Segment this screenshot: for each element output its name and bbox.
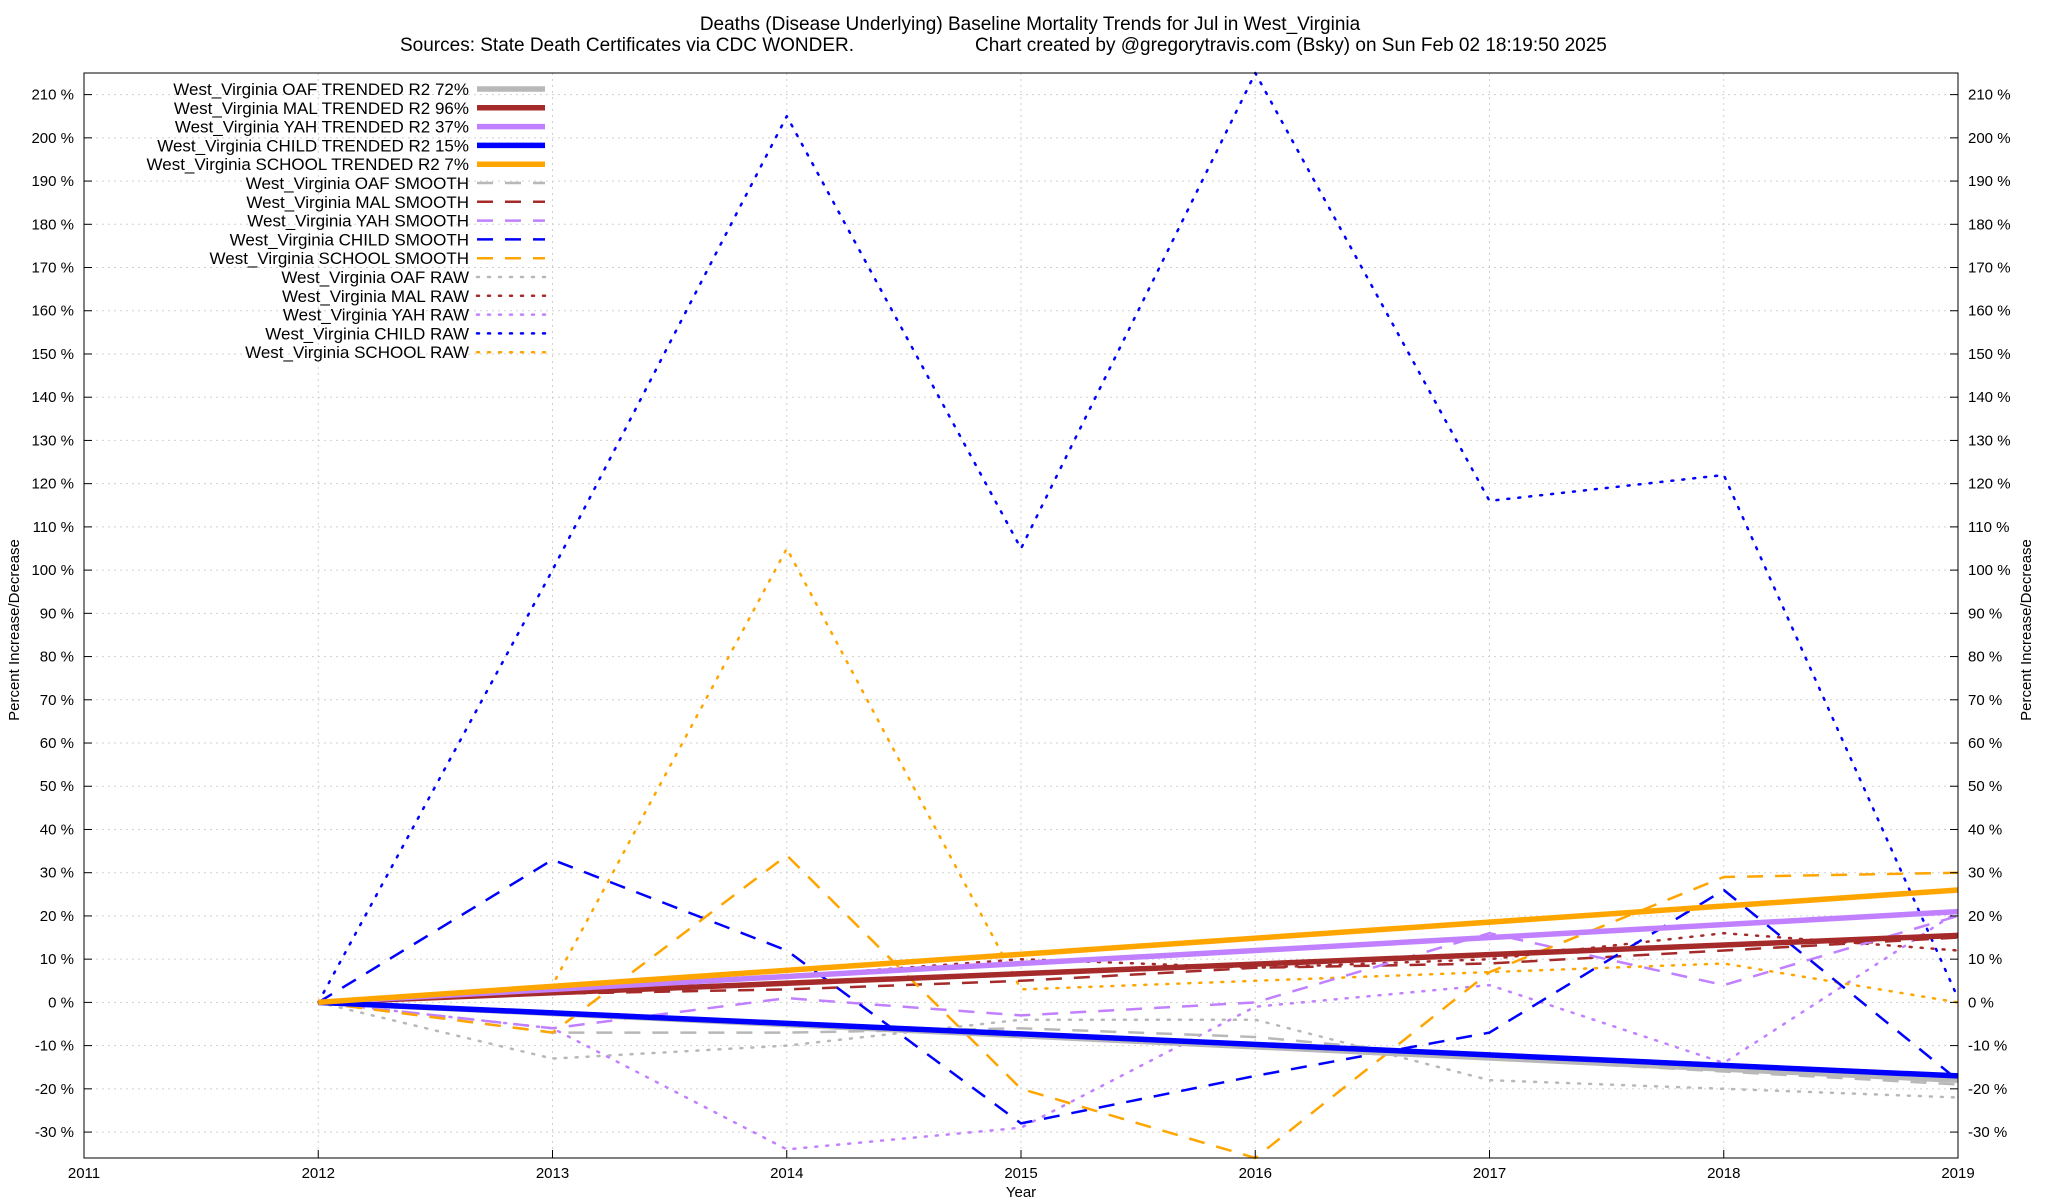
y-tick-label-left: 130 % [31, 432, 74, 449]
series-line-west-virginia-child-trended-r2-15 [318, 999, 1959, 1079]
legend-label: West_Virginia YAH SMOOTH [247, 212, 469, 231]
y-tick-label-left: 80 % [40, 649, 74, 666]
y-tick-label-right: 90 % [1968, 605, 2002, 622]
chart-subtitle-credit: Chart created by @gregorytravis.com (Bsk… [975, 35, 1607, 56]
y-tick-label-right: 180 % [1968, 216, 2011, 233]
y-axis-label-right: Percent Increase/Decrease [2018, 539, 2035, 721]
legend-label: West_Virginia MAL SMOOTH [246, 193, 469, 212]
y-tick-label-right: 100 % [1968, 562, 2011, 579]
y-tick-label-left: 70 % [40, 692, 74, 709]
y-tick-label-left: -10 % [35, 1038, 74, 1055]
legend-label: West_Virginia SCHOOL SMOOTH [210, 249, 469, 268]
series-line-west-virginia-mal-smooth [318, 936, 1959, 1004]
y-tick-label-right: 30 % [1968, 865, 2002, 882]
y-tick-label-right: 20 % [1968, 908, 2002, 925]
y-tick-label-right: 130 % [1968, 432, 2011, 449]
y-tick-label-right: 190 % [1968, 173, 2011, 190]
legend-label: West_Virginia MAL RAW [282, 287, 469, 306]
y-tick-label-left: 160 % [31, 303, 74, 320]
series-line-west-virginia-child-smooth [317, 858, 1959, 1125]
y-axis-label-left: Percent Increase/Decrease [6, 539, 23, 721]
chart-subtitle-sources: Sources: State Death Certificates via CD… [400, 35, 854, 56]
y-tick-label-right: 150 % [1968, 346, 2011, 363]
y-tick-label-left: -30 % [35, 1124, 74, 1141]
series-line-west-virginia-yah-smooth [318, 914, 1959, 1030]
x-tick-label: 2011 [68, 1165, 100, 1182]
series-line-west-virginia-child-raw [317, 71, 1960, 1004]
y-tick-label-right: -20 % [1968, 1081, 2007, 1098]
x-tick-label: 2012 [302, 1165, 335, 1182]
y-tick-label-left: 190 % [31, 173, 74, 190]
series-line-west-virginia-school-smooth [318, 854, 1959, 1160]
y-tick-label-right: 50 % [1968, 778, 2002, 795]
y-tick-label-left: -20 % [35, 1081, 74, 1098]
series-line-west-virginia-mal-trended-r2-96 [318, 932, 1959, 1006]
y-tick-label-left: 40 % [40, 821, 74, 838]
legend-label: West_Virginia OAF TRENDED R2 72% [173, 80, 469, 99]
y-tick-label-right: 10 % [1968, 951, 2002, 968]
series-line-west-virginia-school-raw [317, 547, 1960, 1004]
y-tick-label-left: 90 % [40, 605, 74, 622]
x-tick-label: 2017 [1473, 1165, 1506, 1182]
y-tick-label-right: 140 % [1968, 389, 2011, 406]
y-tick-label-right: 40 % [1968, 821, 2002, 838]
x-axis-label: Year [1006, 1184, 1036, 1200]
y-tick-label-right: 160 % [1968, 303, 2011, 320]
grid [83, 73, 1959, 1158]
legend-label: West_Virginia CHILD SMOOTH [230, 230, 469, 249]
y-tick-label-left: 0 % [48, 994, 74, 1011]
y-tick-label-right: 70 % [1968, 692, 2002, 709]
series-line-west-virginia-oaf-smooth [318, 1001, 1959, 1086]
legend-label: West_Virginia SCHOOL RAW [245, 343, 469, 362]
x-tick-label: 2015 [1004, 1165, 1037, 1182]
y-tick-label-right: 110 % [1968, 519, 2009, 536]
y-tick-label-left: 170 % [31, 260, 74, 277]
x-tick-label: 2014 [770, 1165, 803, 1182]
y-tick-label-right: 170 % [1968, 260, 2011, 277]
y-tick-label-left: 20 % [40, 908, 74, 925]
y-tick-label-left: 180 % [31, 216, 74, 233]
series-line-west-virginia-school-trended-r2-7 [318, 887, 1959, 1006]
legend-label: West_Virginia YAH RAW [283, 306, 469, 325]
legend-label: West_Virginia SCHOOL TRENDED R2 7% [147, 155, 469, 174]
y-tick-label-right: 200 % [1968, 130, 2011, 147]
y-tick-label-right: 80 % [1968, 649, 2002, 666]
y-tick-label-right: -10 % [1968, 1038, 2007, 1055]
x-tick-label: 2018 [1707, 1165, 1740, 1182]
y-tick-label-left: 30 % [40, 865, 74, 882]
y-tick-label-left: 140 % [31, 389, 74, 406]
y-tick-label-right: -30 % [1968, 1124, 2007, 1141]
y-tick-label-right: 120 % [1968, 476, 2011, 493]
y-tick-label-right: 0 % [1968, 994, 1994, 1011]
y-tick-label-left: 210 % [31, 87, 74, 104]
legend-label: West_Virginia CHILD TRENDED R2 15% [157, 136, 469, 155]
series-line-west-virginia-yah-trended-r2-37 [318, 908, 1959, 1006]
y-tick-label-left: 100 % [31, 562, 74, 579]
x-tick-label: 2019 [1941, 1165, 1974, 1182]
y-tick-label-left: 60 % [40, 735, 74, 752]
y-tick-label-right: 210 % [1968, 87, 2011, 104]
legend-label: West_Virginia CHILD RAW [265, 324, 469, 343]
chart-title: Deaths (Disease Underlying) Baseline Mor… [700, 14, 1361, 35]
legend-label: West_Virginia YAH TRENDED R2 37% [175, 118, 469, 137]
legend: West_Virginia OAF TRENDED R2 72%West_Vir… [147, 80, 547, 362]
y-tick-label-left: 200 % [31, 130, 74, 147]
y-tick-label-left: 150 % [31, 346, 74, 363]
y-tick-label-left: 50 % [40, 778, 74, 795]
y-tick-label-left: 110 % [33, 519, 74, 536]
legend-label: West_Virginia MAL TRENDED R2 96% [174, 99, 469, 118]
x-tick-label: 2016 [1239, 1165, 1272, 1182]
legend-label: West_Virginia OAF SMOOTH [246, 174, 469, 193]
axis-ticks: -30 % -30 % -20 % -20 % -10 % -10 % 0 % 0 % 10 %… [31, 87, 2010, 1182]
legend-label: West_Virginia OAF RAW [281, 268, 469, 287]
x-tick-label: 2013 [536, 1165, 569, 1182]
y-tick-label-right: 60 % [1968, 735, 2002, 752]
series-layer [317, 71, 1960, 1160]
y-tick-label-left: 120 % [31, 476, 74, 493]
y-tick-label-left: 10 % [40, 951, 74, 968]
